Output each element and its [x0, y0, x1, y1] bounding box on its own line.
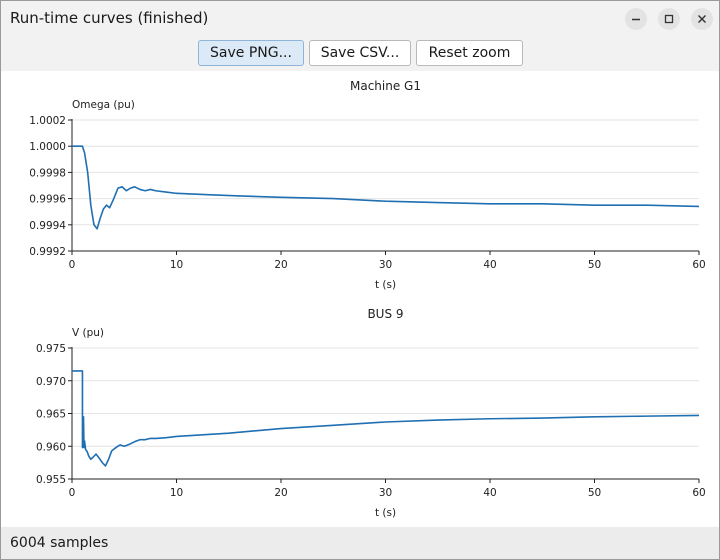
x-tick-label: 30	[379, 487, 392, 499]
x-tick-label: 0	[69, 487, 76, 499]
y-tick-label: 0.975	[36, 343, 66, 355]
x-tick-label: 20	[274, 487, 287, 499]
omega-chart[interactable]: Machine G1 Omega (pu) 0.9992 0.9994 0.9996 0.…	[1, 71, 719, 299]
x-tick-label: 50	[588, 487, 601, 499]
sample-count: 6004 samples	[10, 535, 109, 551]
voltage-chart[interactable]: BUS 9 V (pu) 0.955 0.960 0.965 0.970 0.975 0 10 2…	[1, 299, 719, 527]
title-bar[interactable]: Run-time curves (finished)	[1, 1, 719, 37]
y-tick-label: 1.0000	[29, 141, 66, 153]
minimize-icon	[632, 18, 640, 21]
y-tick-label: 0.9998	[29, 167, 66, 179]
window-title: Run-time curves (finished)	[10, 9, 209, 27]
x-tick-label: 30	[379, 259, 392, 271]
y-tick-label: 0.9992	[29, 246, 66, 258]
x-tick-label: 40	[483, 487, 496, 499]
chart-title: Machine G1	[350, 79, 421, 93]
save-png-button[interactable]: Save PNG...	[198, 40, 304, 66]
x-tick-label: 50	[588, 259, 601, 271]
plot-area: Machine G1 Omega (pu) 0.9992 0.9994 0.9996 0.…	[1, 71, 719, 527]
y-tick-label: 0.965	[36, 409, 66, 421]
series-line-0	[72, 370, 700, 467]
maximize-button[interactable]	[658, 8, 680, 30]
minimize-button[interactable]	[625, 8, 647, 30]
x-axis-label: t (s)	[375, 279, 396, 291]
maximize-icon	[664, 14, 674, 24]
x-tick-label: 10	[170, 487, 183, 499]
status-bar: 6004 samples	[1, 527, 719, 559]
x-tick-label: 10	[170, 259, 183, 271]
x-tick-label: 40	[483, 259, 496, 271]
x-tick-label: 0	[69, 259, 76, 271]
close-button[interactable]	[691, 8, 713, 30]
y-tick-label: 0.9996	[29, 194, 66, 206]
x-tick-label: 20	[274, 259, 287, 271]
y-tick-label: 0.955	[36, 474, 66, 486]
chart-title: BUS 9	[367, 307, 403, 321]
y-axis-label: V (pu)	[72, 327, 104, 339]
y-tick-label: 1.0002	[29, 115, 66, 127]
x-tick-label: 60	[692, 487, 705, 499]
x-axis-label: t (s)	[375, 507, 396, 519]
series-line-0	[72, 145, 700, 230]
y-tick-label: 0.9994	[29, 220, 66, 232]
reset-zoom-button[interactable]: Reset zoom	[416, 40, 523, 66]
y-tick-label: 0.970	[36, 376, 66, 388]
y-axis-label: Omega (pu)	[72, 99, 135, 111]
save-csv-button[interactable]: Save CSV...	[309, 40, 411, 66]
close-icon	[698, 15, 706, 23]
x-tick-label: 60	[692, 259, 705, 271]
y-tick-label: 0.960	[36, 441, 66, 453]
toolbar: Save PNG... Save CSV... Reset zoom	[1, 37, 719, 71]
